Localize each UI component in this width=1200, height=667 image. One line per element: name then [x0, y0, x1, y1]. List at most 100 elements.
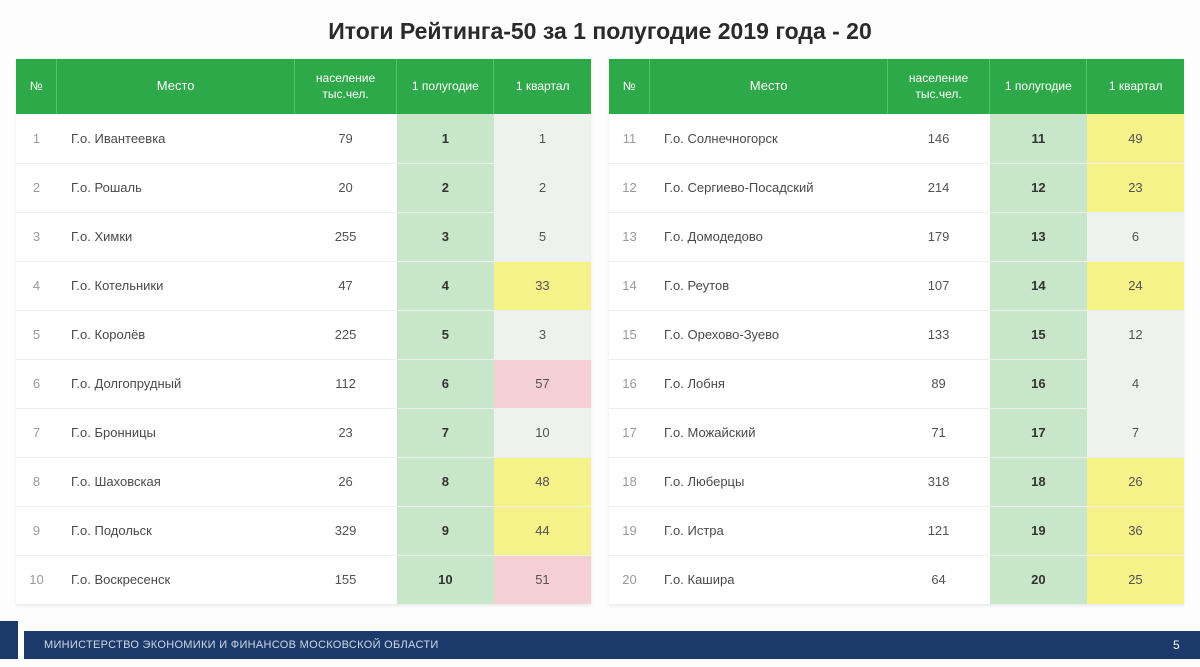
cell-half-year: 1: [397, 114, 494, 163]
cell-place: Г.о. Домодедово: [650, 212, 887, 261]
cell-population: 47: [294, 261, 396, 310]
cell-place: Г.о. Реутов: [650, 261, 887, 310]
cell-num: 13: [609, 212, 650, 261]
table-row: 17Г.о. Можайский71177: [609, 408, 1184, 457]
cell-num: 7: [16, 408, 57, 457]
cell-half-year: 19: [990, 506, 1087, 555]
cell-num: 11: [609, 114, 650, 163]
header-q: 1 квартал: [494, 59, 591, 114]
table-row: 10Г.о. Воскресенск1551051: [16, 555, 591, 604]
cell-place: Г.о. Подольск: [57, 506, 294, 555]
cell-place: Г.о. Сергиево-Посадский: [650, 163, 887, 212]
cell-num: 15: [609, 310, 650, 359]
cell-num: 5: [16, 310, 57, 359]
header-half: 1 полугодие: [990, 59, 1087, 114]
cell-population: 255: [294, 212, 396, 261]
table-row: 16Г.о. Лобня89164: [609, 359, 1184, 408]
cell-quarter: 1: [494, 114, 591, 163]
cell-population: 26: [294, 457, 396, 506]
table-row: 9Г.о. Подольск329944: [16, 506, 591, 555]
cell-population: 107: [887, 261, 989, 310]
footer-page-number: 5: [1173, 638, 1180, 652]
cell-quarter: 23: [1087, 163, 1184, 212]
cell-quarter: 24: [1087, 261, 1184, 310]
cell-half-year: 10: [397, 555, 494, 604]
cell-quarter: 2: [494, 163, 591, 212]
cell-num: 16: [609, 359, 650, 408]
cell-quarter: 25: [1087, 555, 1184, 604]
cell-quarter: 36: [1087, 506, 1184, 555]
cell-place: Г.о. Лобня: [650, 359, 887, 408]
cell-quarter: 7: [1087, 408, 1184, 457]
cell-population: 146: [887, 114, 989, 163]
cell-place: Г.о. Котельники: [57, 261, 294, 310]
cell-place: Г.о. Орехово-Зуево: [650, 310, 887, 359]
cell-quarter: 6: [1087, 212, 1184, 261]
footer-accent: [0, 621, 18, 659]
header-num: №: [609, 59, 650, 114]
cell-num: 20: [609, 555, 650, 604]
cell-place: Г.о. Люберцы: [650, 457, 887, 506]
cell-place: Г.о. Рошаль: [57, 163, 294, 212]
header-half: 1 полугодие: [397, 59, 494, 114]
cell-half-year: 8: [397, 457, 494, 506]
cell-quarter: 57: [494, 359, 591, 408]
cell-place: Г.о. Ивантеевка: [57, 114, 294, 163]
cell-place: Г.о. Королёв: [57, 310, 294, 359]
table-row: 6Г.о. Долгопрудный112657: [16, 359, 591, 408]
cell-num: 4: [16, 261, 57, 310]
table-row: 2Г.о. Рошаль2022: [16, 163, 591, 212]
cell-population: 64: [887, 555, 989, 604]
header-q: 1 квартал: [1087, 59, 1184, 114]
cell-quarter: 48: [494, 457, 591, 506]
cell-half-year: 11: [990, 114, 1087, 163]
footer-bar: МИНИСТЕРСТВО ЭКОНОМИКИ И ФИНАНСОВ МОСКОВ…: [24, 631, 1200, 659]
cell-half-year: 13: [990, 212, 1087, 261]
cell-half-year: 18: [990, 457, 1087, 506]
table-row: 19Г.о. Истра1211936: [609, 506, 1184, 555]
cell-place: Г.о. Истра: [650, 506, 887, 555]
cell-population: 89: [887, 359, 989, 408]
cell-place: Г.о. Шаховская: [57, 457, 294, 506]
cell-half-year: 4: [397, 261, 494, 310]
cell-quarter: 12: [1087, 310, 1184, 359]
header-num: №: [16, 59, 57, 114]
cell-half-year: 20: [990, 555, 1087, 604]
cell-half-year: 17: [990, 408, 1087, 457]
cell-num: 14: [609, 261, 650, 310]
header-place: Место: [650, 59, 887, 114]
cell-population: 23: [294, 408, 396, 457]
cell-population: 79: [294, 114, 396, 163]
table-header-row: № Место население тыс.чел. 1 полугодие 1…: [609, 59, 1184, 114]
cell-quarter: 26: [1087, 457, 1184, 506]
cell-num: 10: [16, 555, 57, 604]
cell-place: Г.о. Можайский: [650, 408, 887, 457]
table-row: 20Г.о. Кашира642025: [609, 555, 1184, 604]
cell-quarter: 51: [494, 555, 591, 604]
footer-ministry: МИНИСТЕРСТВО ЭКОНОМИКИ И ФИНАНСОВ МОСКОВ…: [44, 639, 439, 651]
table-row: 18Г.о. Люберцы3181826: [609, 457, 1184, 506]
page-title: Итоги Рейтинга-50 за 1 полугодие 2019 го…: [0, 0, 1200, 59]
cell-num: 17: [609, 408, 650, 457]
cell-quarter: 3: [494, 310, 591, 359]
cell-population: 112: [294, 359, 396, 408]
cell-quarter: 33: [494, 261, 591, 310]
cell-place: Г.о. Долгопрудный: [57, 359, 294, 408]
cell-half-year: 7: [397, 408, 494, 457]
table-row: 15Г.о. Орехово-Зуево1331512: [609, 310, 1184, 359]
header-place: Место: [57, 59, 294, 114]
table-row: 11Г.о. Солнечногорск1461149: [609, 114, 1184, 163]
cell-num: 2: [16, 163, 57, 212]
table-row: 4Г.о. Котельники47433: [16, 261, 591, 310]
cell-quarter: 5: [494, 212, 591, 261]
table-row: 14Г.о. Реутов1071424: [609, 261, 1184, 310]
cell-num: 1: [16, 114, 57, 163]
cell-quarter: 10: [494, 408, 591, 457]
cell-num: 18: [609, 457, 650, 506]
cell-num: 19: [609, 506, 650, 555]
cell-place: Г.о. Бронницы: [57, 408, 294, 457]
cell-place: Г.о. Кашира: [650, 555, 887, 604]
ranking-table-right: № Место население тыс.чел. 1 полугодие 1…: [609, 59, 1184, 605]
cell-num: 3: [16, 212, 57, 261]
cell-population: 214: [887, 163, 989, 212]
